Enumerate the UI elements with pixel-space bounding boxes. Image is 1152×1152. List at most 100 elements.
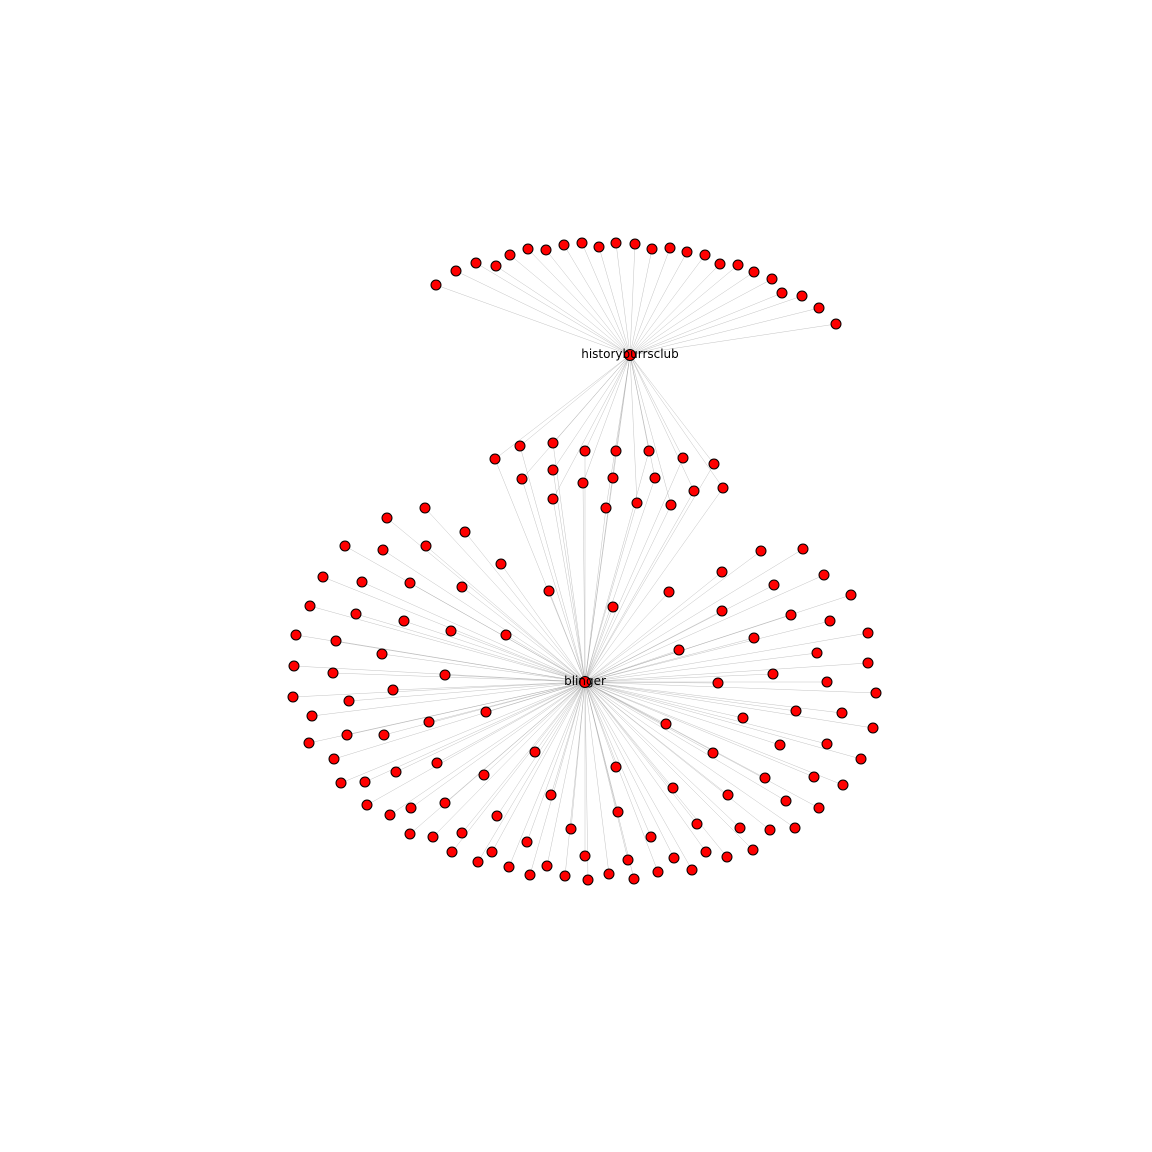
edge-shared-h-15 bbox=[552, 354, 631, 500]
graph-node bbox=[712, 677, 724, 689]
edge-blinger-18 bbox=[335, 640, 586, 683]
edge-blinger-89 bbox=[584, 649, 680, 683]
graph-node bbox=[700, 846, 712, 858]
graph-node bbox=[565, 823, 577, 835]
edge-blinger-54 bbox=[529, 681, 586, 876]
graph-node bbox=[811, 647, 823, 659]
edge-blinger-87 bbox=[584, 620, 831, 683]
graph-node bbox=[764, 824, 776, 836]
graph-node bbox=[387, 684, 399, 696]
edge-blinger-11 bbox=[548, 590, 586, 683]
edge-blinger-31 bbox=[308, 681, 586, 744]
edge-blinger-6 bbox=[500, 563, 586, 683]
edge-blinger-19 bbox=[381, 653, 586, 683]
edge-shared-b-0 bbox=[494, 458, 586, 683]
graph-node bbox=[768, 579, 780, 591]
graph-node bbox=[646, 243, 658, 255]
graph-node bbox=[335, 777, 347, 789]
edge-blinger-1 bbox=[386, 517, 586, 683]
graph-node bbox=[456, 827, 468, 839]
graph-node bbox=[668, 852, 680, 864]
edge-shared-h-12 bbox=[629, 354, 656, 479]
edge-blinger-69 bbox=[584, 681, 796, 829]
graph-node bbox=[699, 249, 711, 261]
edge-blinger-8 bbox=[361, 581, 586, 683]
graph-node bbox=[500, 629, 512, 641]
edge-historyborsclub-14 bbox=[629, 251, 688, 356]
graph-node bbox=[716, 566, 728, 578]
graph-node bbox=[579, 445, 591, 457]
edge-shared-b-12 bbox=[584, 477, 656, 683]
graph-node bbox=[755, 545, 767, 557]
edge-blinger-91 bbox=[584, 673, 774, 683]
graph-node bbox=[427, 831, 439, 843]
edge-shared-b-6 bbox=[584, 457, 684, 683]
edge-historyborsclub-4 bbox=[509, 254, 631, 356]
edge-shared-h-1 bbox=[519, 354, 631, 447]
edges-layer bbox=[292, 242, 877, 881]
graph-node bbox=[306, 710, 318, 722]
graph-node bbox=[456, 581, 468, 593]
graph-node bbox=[431, 757, 443, 769]
graph-node bbox=[376, 648, 388, 660]
edge-blinger-39 bbox=[366, 681, 586, 806]
edge-blinger-64 bbox=[584, 681, 693, 871]
edge-blinger-109 bbox=[584, 681, 741, 829]
graph-node bbox=[837, 779, 849, 791]
edge-historyborsclub-0 bbox=[435, 284, 631, 356]
graph-node bbox=[459, 526, 471, 538]
graph-node bbox=[747, 844, 759, 856]
edge-shared-b-9 bbox=[552, 469, 586, 683]
edge-blinger-110 bbox=[584, 681, 652, 838]
graph-node bbox=[708, 458, 720, 470]
edge-blinger-103 bbox=[584, 681, 815, 778]
edge-blinger-25 bbox=[392, 681, 586, 691]
edge-blinger-108 bbox=[584, 681, 698, 825]
graph-node bbox=[774, 739, 786, 751]
graph-node bbox=[405, 802, 417, 814]
edge-blinger-45 bbox=[409, 681, 586, 835]
graph-node bbox=[785, 609, 797, 621]
graph-node bbox=[480, 706, 492, 718]
edge-blinger-37 bbox=[483, 681, 586, 776]
edge-blinger-13 bbox=[355, 613, 586, 683]
edge-blinger-63 bbox=[584, 681, 675, 859]
graph-node bbox=[830, 318, 842, 330]
edge-shared-b-1 bbox=[519, 445, 586, 683]
graph-node bbox=[610, 761, 622, 773]
edge-blinger-32 bbox=[333, 681, 586, 760]
edge-blinger-33 bbox=[364, 681, 586, 783]
edge-blinger-107 bbox=[584, 681, 619, 813]
edge-blinger-105 bbox=[584, 681, 787, 802]
edge-historyborsclub-15 bbox=[629, 254, 706, 356]
graph-node bbox=[862, 627, 874, 639]
hub-node-historyborsclub bbox=[624, 349, 636, 361]
edge-blinger-0 bbox=[424, 507, 586, 683]
graph-node bbox=[808, 771, 820, 783]
edge-blinger-5 bbox=[425, 545, 586, 683]
hub-label-blinger: blinger bbox=[564, 674, 606, 688]
edge-blinger-40 bbox=[389, 681, 586, 816]
edge-blinger-44 bbox=[550, 681, 586, 796]
edge-historyborsclub-16 bbox=[629, 263, 721, 356]
graph-node bbox=[818, 569, 830, 581]
graph-node bbox=[390, 766, 402, 778]
graph-node bbox=[645, 831, 657, 843]
graph-node bbox=[490, 260, 502, 272]
graph-node bbox=[716, 605, 728, 617]
edge-blinger-99 bbox=[584, 681, 828, 745]
graph-node bbox=[607, 601, 619, 613]
graph-node bbox=[821, 676, 833, 688]
edge-blinger-83 bbox=[584, 591, 670, 683]
edge-blinger-34 bbox=[340, 681, 586, 784]
edge-shared-h-18 bbox=[629, 354, 672, 506]
graph-node bbox=[547, 493, 559, 505]
edge-blinger-101 bbox=[584, 681, 617, 768]
graph-node bbox=[673, 644, 685, 656]
graph-node bbox=[664, 242, 676, 254]
edge-blinger-72 bbox=[584, 681, 862, 760]
graph-node bbox=[486, 846, 498, 858]
graph-node bbox=[303, 737, 315, 749]
edge-shared-h-10 bbox=[582, 354, 631, 484]
